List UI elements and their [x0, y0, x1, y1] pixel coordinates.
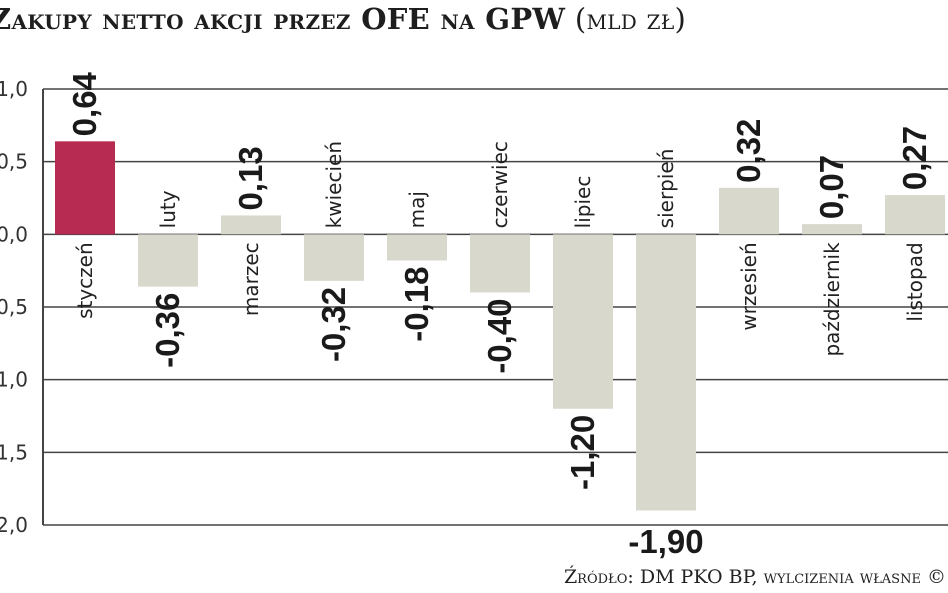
bar [138, 234, 198, 287]
y-tick-label: -2,0 [0, 513, 28, 537]
y-tick-label: -1,0 [0, 368, 28, 392]
bar [55, 141, 115, 235]
chart-title: Zakupy netto akcji przez OFE na GPW (mld… [0, 2, 686, 36]
bar [221, 215, 281, 235]
data-label: -1,20 [564, 415, 601, 490]
category-label: luty [156, 190, 180, 228]
bar [553, 234, 613, 409]
y-tick-label: -0,5 [0, 295, 28, 319]
y-tick-label: -1,5 [0, 440, 28, 464]
category-label: marzec [239, 242, 263, 316]
category-label: sierpień [654, 149, 678, 229]
bar [719, 187, 779, 235]
category-label: styczeń [73, 242, 97, 319]
category-label: maj [405, 191, 429, 228]
data-label: -0,18 [398, 266, 435, 341]
data-label: 0,27 [896, 126, 933, 190]
bar [636, 234, 696, 511]
category-label: październik [820, 242, 844, 357]
y-tick-label: 0,0 [0, 222, 28, 246]
bar [885, 195, 945, 235]
category-label: listopad [903, 242, 927, 321]
data-label: -0,36 [149, 293, 186, 368]
bar [470, 234, 530, 293]
data-label: 0,07 [813, 155, 850, 219]
category-label: wrzesień [737, 242, 761, 330]
bar [304, 234, 364, 281]
data-label: -0,32 [315, 287, 352, 362]
data-label: -0,40 [481, 298, 518, 373]
data-label: 0,32 [730, 119, 767, 183]
title-text: Zakupy netto akcji przez OFE na GPW [0, 2, 566, 36]
category-label: czerwiec [488, 141, 512, 228]
data-label: -1,90 [628, 523, 703, 560]
source-note: Źródło: DM PKO BP, wylcizenia własne © [563, 566, 946, 588]
bar [802, 224, 862, 235]
data-label: 0,13 [232, 146, 269, 210]
title-unit: (mld zł) [574, 2, 687, 36]
data-label: 0,64 [66, 71, 103, 136]
category-label: kwiecień [322, 141, 346, 228]
y-tick-label: 1,0 [0, 77, 28, 101]
category-label: lipiec [571, 176, 595, 229]
y-tick-label: 0,5 [0, 150, 28, 174]
bar [387, 234, 447, 261]
